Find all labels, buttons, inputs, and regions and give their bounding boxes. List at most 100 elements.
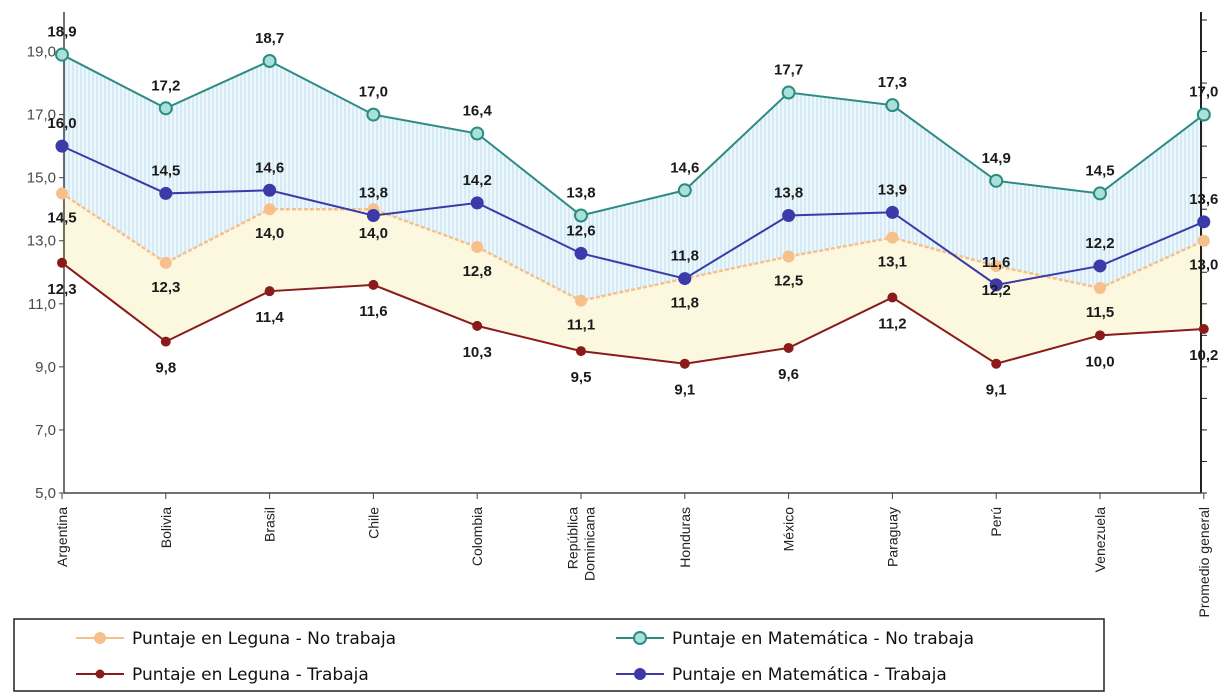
data-label-leg-no: 11,8 <box>671 295 699 312</box>
x-tick-label-3: Chile <box>365 507 381 539</box>
data-label-mat-no: 14,6 <box>670 159 699 176</box>
data-label-leg-t: 10,2 <box>1189 347 1218 364</box>
data-label-mat-t: 16,0 <box>47 115 76 132</box>
point <box>56 187 68 200</box>
x-tick-label: Honduras <box>677 507 693 568</box>
data-label-mat-no: 14,5 <box>1085 162 1114 179</box>
data-label-mat-no: 18,7 <box>255 30 284 47</box>
x-tick-label-1: Bolivia <box>158 507 174 548</box>
legend: Puntaje en Leguna - No trabaja Puntaje en… <box>13 618 1105 692</box>
x-tick-label: Venezuela <box>1092 507 1108 573</box>
point <box>990 259 1003 272</box>
data-label-mat-t: 13,8 <box>359 185 388 202</box>
x-tick-label-4: Colombia <box>469 507 485 566</box>
point <box>264 286 275 297</box>
data-label-mat-t: 14,5 <box>151 162 180 179</box>
data-label-mat-no: 13,8 <box>566 185 595 202</box>
data-label-mat-no: 17,2 <box>151 77 180 94</box>
point <box>55 47 69 62</box>
point <box>160 336 171 347</box>
data-label-leg-t: 12,3 <box>47 281 76 298</box>
point <box>781 85 796 100</box>
x-tick-label-6: Honduras <box>677 507 693 568</box>
point <box>263 203 276 216</box>
y-tick-label: 17,0 <box>27 107 56 124</box>
data-label-leg-no: 14,5 <box>47 209 76 226</box>
data-label-leg-no: 12,5 <box>774 273 803 290</box>
x-tick-label: México <box>781 507 797 552</box>
legend-item-1: Puntaje en Matemática - No trabaja <box>616 629 974 649</box>
x-tick-label: Promedio general <box>1196 507 1212 618</box>
point <box>1197 215 1211 229</box>
legend-label: Puntaje en Leguna - Trabaja <box>132 665 369 685</box>
point <box>679 358 690 369</box>
x-tick-label: Brasil <box>262 507 278 542</box>
data-label-mat-t: 12,2 <box>1085 235 1114 252</box>
point <box>472 320 483 331</box>
legend-label: Puntaje en Leguna - No trabaja <box>132 629 396 649</box>
data-label-mat-no: 18,9 <box>47 24 76 41</box>
series-line <box>61 53 1205 217</box>
x-tick-label: Bolivia <box>158 507 174 548</box>
legend-swatch-marker <box>634 668 646 680</box>
data-label-leg-t: 9,6 <box>778 366 799 383</box>
point <box>471 241 484 254</box>
point <box>366 107 381 122</box>
data-label-leg-t: 9,1 <box>986 382 1007 399</box>
point <box>366 209 380 223</box>
y-tick-label: 15,0 <box>27 170 56 187</box>
data-label-mat-t: 12,6 <box>566 222 595 239</box>
point <box>368 279 379 290</box>
legend-swatch-marker <box>95 669 105 679</box>
y-tick-label: 19,0 <box>27 44 56 61</box>
x-tick-label: Chile <box>365 507 381 539</box>
x-tick-label: Argentina <box>54 507 70 567</box>
point <box>1094 282 1106 295</box>
data-label-mat-t: 14,2 <box>463 172 492 189</box>
data-label-mat-no: 17,7 <box>774 62 803 79</box>
point <box>574 246 588 260</box>
y-tick-label: 5,0 <box>35 485 56 502</box>
point <box>991 358 1002 369</box>
y-tick-label: 9,0 <box>35 359 56 376</box>
point <box>885 98 900 113</box>
legend-label: Puntaje en Matemática - Trabaja <box>672 665 947 685</box>
point <box>574 208 588 223</box>
data-label-leg-no: 11,5 <box>1086 304 1114 321</box>
point <box>55 139 69 153</box>
data-label-leg-no: 13,1 <box>878 254 907 271</box>
point <box>1095 330 1105 341</box>
point <box>470 196 484 210</box>
data-label-mat-t: 13,9 <box>878 181 907 198</box>
data-label-mat-t: 13,6 <box>1189 191 1218 208</box>
series-lines <box>55 47 1211 369</box>
legend-swatch-marker <box>94 632 106 644</box>
series-line <box>61 192 1205 302</box>
series-line <box>61 145 1205 286</box>
point <box>1093 186 1107 201</box>
series-line <box>61 262 1204 365</box>
band-leguna <box>62 193 1204 364</box>
data-label-mat-no: 17,0 <box>1189 84 1218 101</box>
data-label-leg-no: 14,0 <box>255 225 284 242</box>
data-label-leg-t: 11,2 <box>878 315 906 332</box>
x-tick-label-2: Brasil <box>262 507 278 542</box>
point <box>782 209 796 223</box>
x-tick-label-9: Perú <box>988 507 1004 537</box>
point <box>159 256 172 269</box>
data-label-mat-t: 14,6 <box>255 159 284 176</box>
point <box>159 186 173 200</box>
point <box>677 183 692 198</box>
data-label-mat-t: 13,8 <box>774 185 803 202</box>
data-label-leg-t: 10,0 <box>1085 353 1114 370</box>
point <box>783 342 794 353</box>
point <box>887 292 898 303</box>
data-label-leg-no: 13,0 <box>1189 257 1218 274</box>
data-label-mat-t: 11,6 <box>982 254 1010 271</box>
point <box>262 53 277 68</box>
point <box>57 257 67 268</box>
x-tick-label: Dominicana <box>582 507 598 581</box>
point <box>782 250 795 263</box>
data-label-mat-no: 14,9 <box>982 150 1011 167</box>
legend-label: Puntaje en Matemática - No trabaja <box>672 629 974 649</box>
